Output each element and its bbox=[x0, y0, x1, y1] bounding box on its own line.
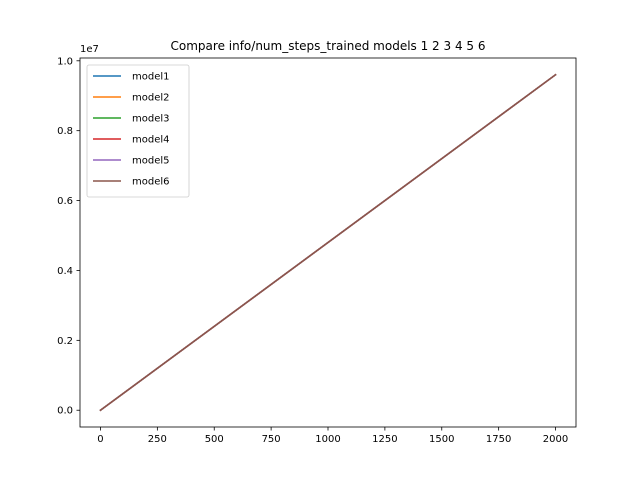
y-tick-label: 0.4 bbox=[57, 266, 73, 277]
y-tick-label: 0.6 bbox=[57, 196, 73, 207]
y-tick-label: 0.2 bbox=[57, 336, 73, 347]
series-layer bbox=[99, 73, 557, 412]
x-tick-label: 1250 bbox=[372, 434, 397, 445]
legend-label-model3: model3 bbox=[132, 114, 170, 125]
x-tick-label: 750 bbox=[262, 434, 281, 445]
series-line-model6 bbox=[99, 73, 557, 412]
y-tick-label: 0.0 bbox=[57, 406, 73, 417]
x-tick-label: 1750 bbox=[486, 434, 511, 445]
y-axis: 0.0 0.2 0.4 0.6 0.8 1.0 bbox=[57, 56, 80, 417]
axes-frame bbox=[79, 57, 577, 428]
x-tick-label: 1500 bbox=[429, 434, 454, 445]
x-tick-label: 250 bbox=[148, 434, 167, 445]
legend-label-model5: model5 bbox=[132, 156, 170, 167]
legend-label-model4: model4 bbox=[132, 135, 170, 146]
x-tick-label: 1000 bbox=[315, 434, 340, 445]
x-tick-label: 2000 bbox=[543, 434, 568, 445]
y-tick-label: 0.8 bbox=[57, 126, 73, 137]
legend: model1 model2 model3 model4 model5 model6 bbox=[86, 64, 190, 198]
x-axis: 0 250 500 750 1000 1250 1500 1750 2000 bbox=[97, 427, 568, 445]
x-tick-label: 500 bbox=[205, 434, 224, 445]
legend-label-model6: model6 bbox=[132, 177, 170, 188]
legend-label-model2: model2 bbox=[132, 93, 170, 104]
legend-box bbox=[86, 64, 190, 198]
x-tick-label: 0 bbox=[97, 434, 103, 445]
y-tick-label: 1.0 bbox=[57, 56, 73, 67]
legend-label-model1: model1 bbox=[132, 72, 170, 83]
y-axis-offset-label: 1e7 bbox=[80, 44, 99, 55]
chart-title: Compare info/num_steps_trained models 1 … bbox=[171, 39, 486, 53]
